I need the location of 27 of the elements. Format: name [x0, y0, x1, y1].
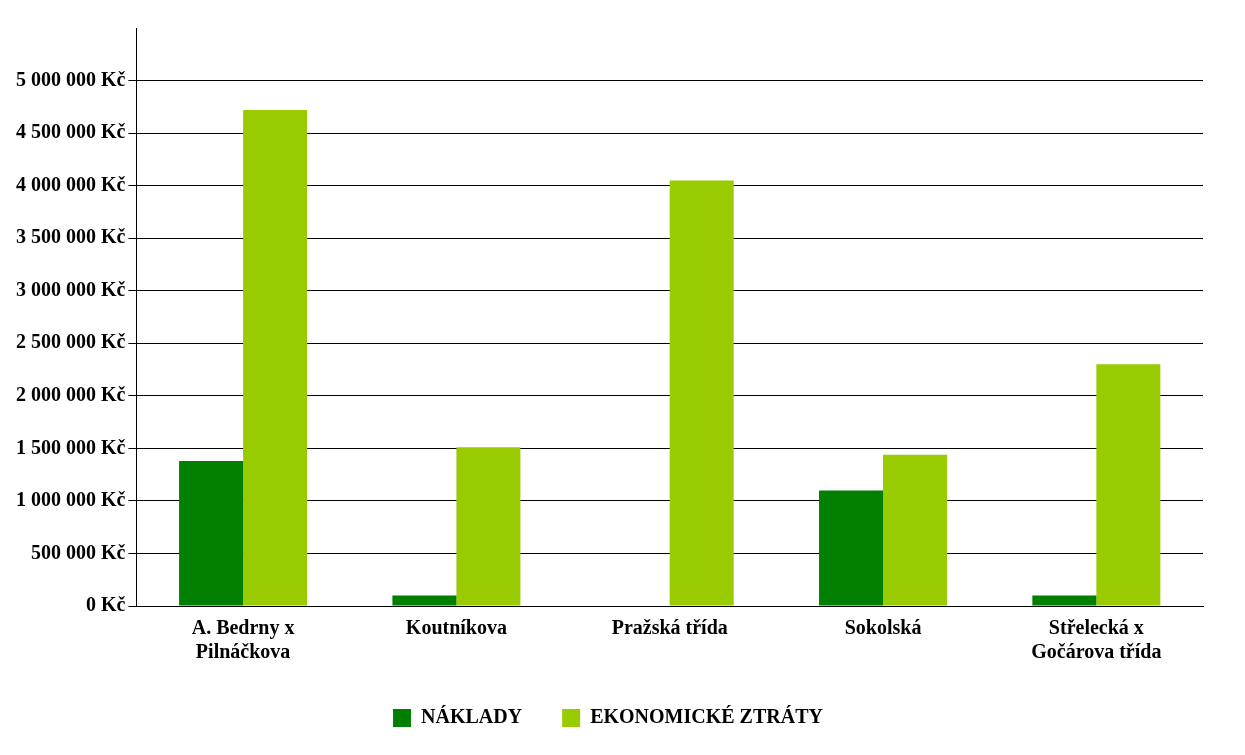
- bar: [456, 447, 521, 606]
- y-tick-label: 500 000 Kč: [31, 540, 126, 563]
- y-tick-label: 1 000 000 Kč: [16, 488, 126, 511]
- y-tick-label: 1 500 000 Kč: [16, 435, 126, 458]
- bar: [1096, 364, 1161, 606]
- x-tick-label: Sokolská: [844, 616, 922, 639]
- x-tick-label: Koutníkova: [405, 616, 507, 639]
- bar: [243, 109, 308, 606]
- y-tick-label: 5 000 000 Kč: [16, 67, 126, 90]
- bar: [819, 490, 884, 606]
- y-tick-label: 2 500 000 Kč: [16, 330, 126, 353]
- x-tick-label: Pražská třída: [611, 616, 728, 639]
- bar: [883, 454, 948, 606]
- bar: [1032, 595, 1097, 606]
- bar: [669, 180, 734, 606]
- legend-label: EKONOMICKÉ ZTRÁTY: [590, 705, 824, 728]
- bar: [392, 595, 457, 606]
- x-tick-label: A. Bedrny x Pilnáčkova: [191, 616, 295, 663]
- y-tick-label: 3 000 000 Kč: [16, 277, 126, 300]
- y-tick-label: 0 Kč: [86, 593, 126, 616]
- legend-label: NÁKLADY: [421, 705, 523, 728]
- y-tick-label: 4 000 000 Kč: [16, 172, 126, 195]
- bar: [179, 460, 244, 606]
- y-tick-label: 3 500 000 Kč: [16, 225, 126, 248]
- x-tick-label: Střelecká x Gočárova třída: [1031, 616, 1162, 663]
- y-tick-label: 2 000 000 Kč: [16, 382, 126, 405]
- y-tick-label: 4 500 000 Kč: [16, 120, 126, 143]
